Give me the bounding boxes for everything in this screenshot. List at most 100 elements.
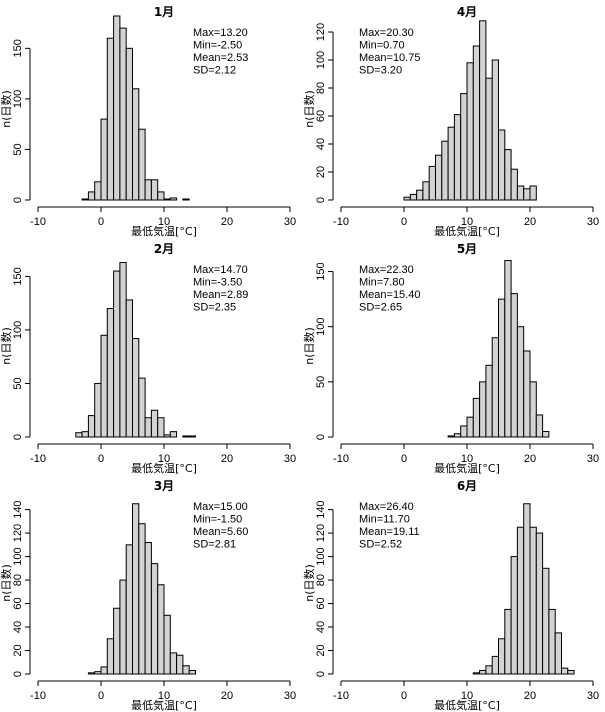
histogram-bar (516, 326, 525, 438)
y-tick-label: 50 (315, 376, 327, 388)
y-tick-label: 140 (12, 500, 24, 518)
y-tick-label: 0 (315, 671, 327, 677)
histogram-bar (182, 435, 190, 438)
histogram-bar (182, 198, 190, 201)
histogram-bar (94, 382, 102, 438)
y-tick-label: 100 (12, 90, 24, 108)
x-tick-label: -10 (333, 216, 349, 228)
stat-line: Max=20.30 (359, 27, 414, 39)
x-tick-label: 20 (524, 690, 536, 702)
histogram-bar (113, 270, 121, 438)
y-axis-label: n(日数) (0, 90, 13, 128)
y-tick-label: 60 (315, 597, 327, 609)
x-tick-label: 30 (587, 690, 599, 702)
x-axis-label: 最低気温[°C] (434, 224, 500, 238)
histogram-bar (472, 397, 481, 438)
histogram-bar (150, 179, 159, 201)
histogram-bar (504, 149, 512, 201)
stat-line: SD=2.52 (359, 539, 402, 551)
y-tick-label: 40 (12, 621, 24, 633)
histogram-bar (138, 128, 146, 201)
histogram-bar (150, 409, 159, 438)
histogram-bar (132, 503, 140, 675)
x-axis-label: 最低気温[°C] (434, 698, 500, 712)
histogram-bar (188, 669, 196, 675)
y-tick-label: 50 (12, 143, 24, 155)
histogram-bar (87, 672, 96, 675)
y-axis-label: n(日数) (0, 564, 13, 602)
histogram-bar (428, 165, 437, 201)
y-tick-label: 100 (12, 547, 24, 565)
histogram-bar (75, 432, 83, 438)
stat-line: Min=11.70 (359, 514, 410, 526)
stat-line: Max=14.70 (193, 264, 248, 276)
histogram-bar (435, 154, 443, 201)
y-tick-label: 100 (315, 547, 327, 565)
histogram-bar (523, 350, 531, 438)
histogram-bar (491, 655, 500, 675)
histogram-bar (460, 425, 468, 438)
histogram-bar (119, 261, 127, 438)
histogram-bar (422, 181, 430, 201)
y-tick-label: 0 (12, 671, 24, 677)
histogram-bar (567, 669, 575, 675)
histogram-bar (529, 526, 537, 675)
histogram-bar (169, 652, 178, 675)
x-tick-label: 20 (221, 690, 233, 702)
x-tick-label: -10 (333, 690, 349, 702)
y-tick-label: 50 (12, 377, 24, 389)
y-tick-label: 100 (12, 321, 24, 339)
histogram-bar (176, 654, 184, 675)
y-tick-label: 150 (315, 262, 327, 280)
y-tick-label: 60 (315, 110, 327, 122)
histogram-bar (113, 15, 121, 201)
histogram-panel-3: 2月 -10 0 10 20 30 0 50 100 150 最低気温[°C] n(日数) Max=14… (0, 242, 296, 475)
histogram-bar (119, 579, 127, 675)
x-tick-label: 0 (401, 216, 407, 228)
panel-title: 5月 (457, 242, 477, 256)
histogram-panel-5: 3月 -10 0 10 20 30 0 20 40 60 80 100 120 140 最低気温[°C] n(… (0, 479, 296, 712)
x-tick-label: -10 (30, 453, 46, 465)
histogram-bar (409, 193, 418, 201)
y-tick-label: 60 (12, 597, 24, 609)
histogram-bar (479, 381, 487, 438)
x-tick-label: 0 (401, 690, 407, 702)
histogram-bar (447, 435, 455, 438)
panel-title: 2月 (154, 242, 174, 256)
stat-line: Min=-1.50 (193, 514, 242, 526)
y-tick-label: 150 (12, 267, 24, 285)
histogram-bar (132, 88, 140, 201)
histogram-bar (479, 669, 487, 675)
histogram-bar (523, 503, 531, 675)
x-tick-label: 10 (461, 690, 473, 702)
x-tick-label: 30 (284, 453, 296, 465)
panel-title: 6月 (457, 479, 477, 493)
histogram-bar (138, 377, 146, 438)
histogram-bar (113, 607, 121, 675)
x-axis-label: 最低気温[°C] (434, 461, 500, 475)
histogram-bar (523, 188, 531, 201)
histogram-bar (516, 526, 525, 675)
histogram-bar (144, 417, 152, 438)
histogram-bar (542, 567, 550, 675)
y-tick-label: 80 (12, 574, 24, 586)
histogram-panel-6: 6月 -10 0 10 20 30 0 20 40 60 80 100 120 140 最低気温[°C] n(… (303, 479, 599, 712)
histogram-bar (81, 431, 89, 438)
histogram-bar (561, 667, 569, 675)
histogram-bar (472, 672, 481, 675)
histogram-bar (535, 414, 544, 438)
histogram-bar (169, 431, 178, 438)
histogram-bar (182, 665, 190, 675)
stat-line: Mean=15.40 (359, 289, 420, 301)
x-tick-label: 10 (158, 216, 170, 228)
histogram-bar (106, 37, 115, 201)
y-tick-label: 140 (315, 500, 327, 518)
y-tick-label: 40 (315, 621, 327, 633)
x-tick-label: -10 (333, 453, 349, 465)
y-tick-label: 20 (315, 644, 327, 656)
histogram-bar (163, 614, 171, 675)
histogram-bar (529, 185, 537, 201)
histogram-bar (498, 129, 506, 201)
histogram-bar (150, 563, 159, 675)
